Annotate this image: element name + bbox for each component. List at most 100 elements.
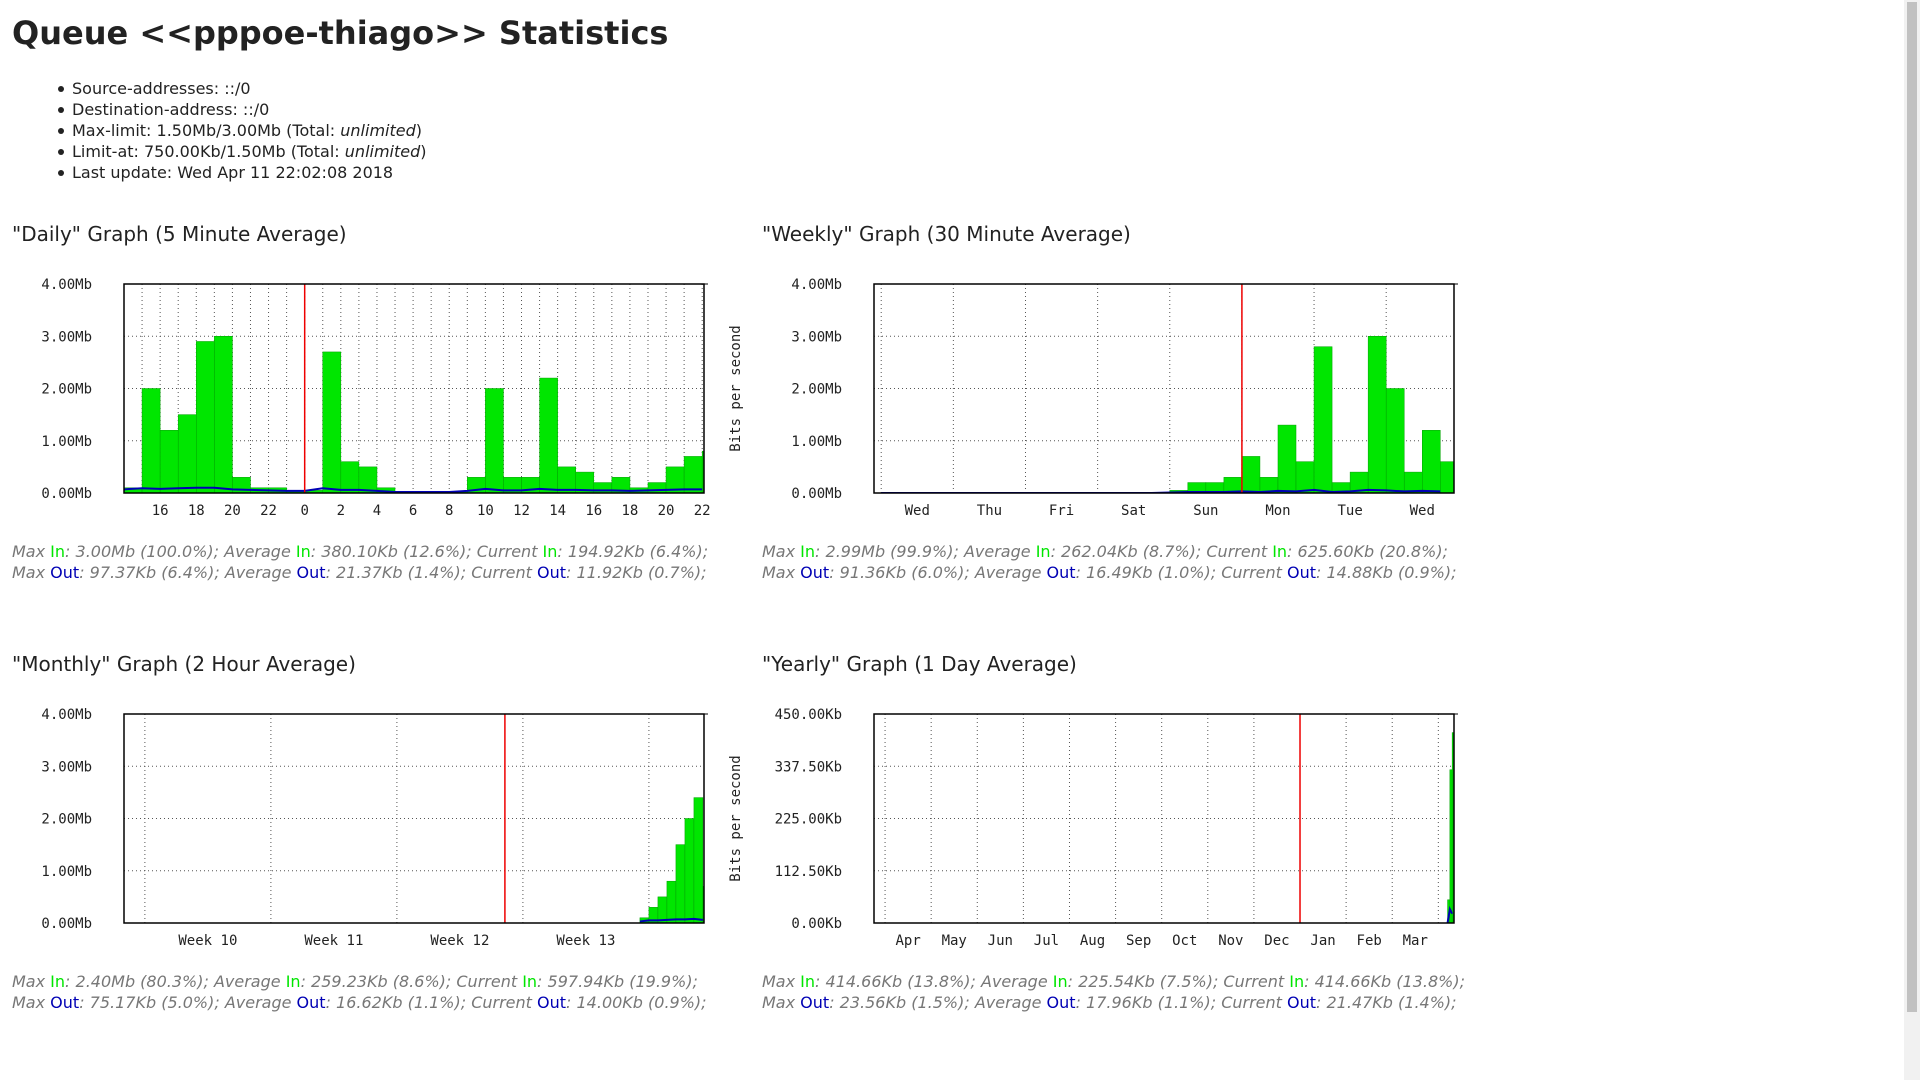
x-tick-label: 12	[513, 503, 530, 519]
stat-label: Current	[456, 972, 522, 991]
stat-label: Max	[12, 972, 50, 991]
stats-line: Max Out: 97.37Kb (6.4%); Average Out: 21…	[12, 563, 707, 582]
in-bar	[539, 377, 558, 493]
stat-value: : 597.94Kb (19.9%);	[537, 972, 698, 991]
x-tick-label: Sep	[1126, 933, 1151, 949]
y-tick-label: 1.00Mb	[791, 434, 842, 450]
x-tick-label: Oct	[1172, 933, 1197, 949]
x-tick-label: 2	[337, 503, 345, 519]
stat-dir: Out	[800, 993, 829, 1012]
bullet	[58, 128, 64, 134]
graph-title: "Daily" Graph (5 Minute Average)	[12, 222, 347, 246]
info-item: Last update: Wed Apr 11 22:02:08 2018	[72, 163, 393, 182]
info-text: Source-addresses: ::/0	[72, 79, 251, 98]
info-item: Limit-at: 750.00Kb/1.50Mb (Total: unlimi…	[72, 142, 427, 161]
x-tick-label: 0	[300, 503, 308, 519]
in-bar	[1449, 769, 1453, 923]
in-bar	[701, 450, 704, 493]
stat-dir: In	[800, 542, 815, 561]
stat-label: Average	[974, 993, 1047, 1012]
stats-line: Max In: 3.00Mb (100.0%); Average In: 380…	[12, 542, 708, 561]
x-tick-label: Fri	[1049, 503, 1074, 519]
in-bar	[159, 430, 179, 493]
y-tick-label: 3.00Mb	[791, 329, 842, 345]
plot	[124, 714, 704, 923]
x-tick-label: 18	[621, 503, 638, 519]
stat-label: Average	[224, 563, 297, 582]
x-tick-label: Week 12	[430, 933, 489, 949]
stat-value: : 194.92Kb (6.4%);	[557, 542, 708, 561]
in-bar	[141, 388, 161, 493]
stat-dir: In	[50, 972, 65, 991]
x-tick-label: Week 11	[304, 933, 363, 949]
stat-value: : 16.49Kb (1.0%);	[1076, 563, 1222, 582]
x-tick-label: 20	[224, 503, 241, 519]
stat-value: : 21.47Kb (1.4%);	[1316, 993, 1457, 1012]
y-tick-label: 1.00Mb	[41, 434, 92, 450]
stat-dir: In	[522, 972, 537, 991]
info-item: Destination-address: ::/0	[72, 100, 269, 119]
out-line	[639, 917, 704, 923]
stat-label: Average	[963, 542, 1036, 561]
plot-frame	[123, 283, 705, 494]
graph-title: "Yearly" Graph (1 Day Average)	[762, 652, 1077, 676]
stat-value: : 259.23Kb (8.6%);	[301, 972, 457, 991]
stats-line: Max In: 414.66Kb (13.8%); Average In: 22…	[762, 972, 1465, 991]
stat-dir: In	[286, 972, 301, 991]
stat-value: : 262.04Kb (8.7%);	[1051, 542, 1207, 561]
stat-value: : 225.54Kb (7.5%);	[1068, 972, 1224, 991]
in-bar	[693, 797, 704, 923]
y-tick-label: 2.00Mb	[791, 382, 842, 398]
stat-label: Average	[223, 542, 296, 561]
stat-dir: Out	[537, 563, 566, 582]
stat-dir: In	[800, 972, 815, 991]
y-tick-label: 0.00Kb	[791, 916, 842, 932]
stat-dir: Out	[50, 993, 79, 1012]
y-tick-label: 4.00Mb	[41, 277, 92, 293]
stat-value: : 23.56Kb (1.5%);	[829, 993, 975, 1012]
in-bar	[1422, 430, 1441, 493]
x-tick-label: Week 10	[178, 933, 237, 949]
out-line	[1446, 905, 1454, 923]
x-tick-label: Mar	[1403, 933, 1428, 949]
in-bar	[683, 456, 703, 493]
stat-dir: In	[296, 542, 311, 561]
in-bar	[322, 351, 342, 493]
stat-value: : 2.40Mb (80.3%);	[65, 972, 214, 991]
stat-label: Current	[477, 542, 543, 561]
stat-dir: In	[1272, 542, 1287, 561]
stat-value: : 3.00Mb (100.0%);	[65, 542, 224, 561]
stat-dir: Out	[537, 993, 566, 1012]
y-tick-label: 4.00Mb	[791, 277, 842, 293]
x-tick-label: Sat	[1121, 503, 1146, 519]
x-tick-label: Wed	[905, 503, 930, 519]
stat-label: Average	[224, 993, 297, 1012]
stat-dir: Out	[297, 563, 326, 582]
in-bar	[1385, 388, 1405, 493]
in-bar	[675, 844, 686, 923]
graph-title: "Monthly" Graph (2 Hour Average)	[12, 652, 356, 676]
in-bar	[1367, 336, 1387, 493]
stat-value: : 11.92Kb (0.7%);	[566, 563, 707, 582]
stat-label: Current	[1221, 563, 1287, 582]
stats-line: Max Out: 23.56Kb (1.5%); Average Out: 17…	[762, 993, 1457, 1012]
in-bar	[1403, 471, 1423, 493]
info-text: unlimited	[345, 142, 421, 161]
x-tick-label: Tue	[1337, 503, 1362, 519]
stat-dir: In	[1289, 972, 1304, 991]
y-tick-label: 0.00Mb	[41, 486, 92, 502]
x-tick-label: 16	[152, 503, 169, 519]
y-tick-label: 2.00Mb	[41, 382, 92, 398]
info-text: Destination-address: ::/0	[72, 100, 269, 119]
x-tick-label: Jan	[1310, 933, 1335, 949]
in-bar	[1295, 461, 1315, 493]
stat-value: : 91.36Kb (6.0%);	[829, 563, 975, 582]
in-bar	[666, 880, 677, 923]
stat-dir: Out	[1287, 563, 1316, 582]
stat-label: Max	[12, 563, 50, 582]
scrollbar-thumb[interactable]	[1907, 2, 1917, 1012]
y-tick-label: 3.00Mb	[41, 329, 92, 345]
x-tick-label: Jul	[1034, 933, 1059, 949]
info-text: Last update: Wed Apr 11 22:02:08 2018	[72, 163, 393, 182]
